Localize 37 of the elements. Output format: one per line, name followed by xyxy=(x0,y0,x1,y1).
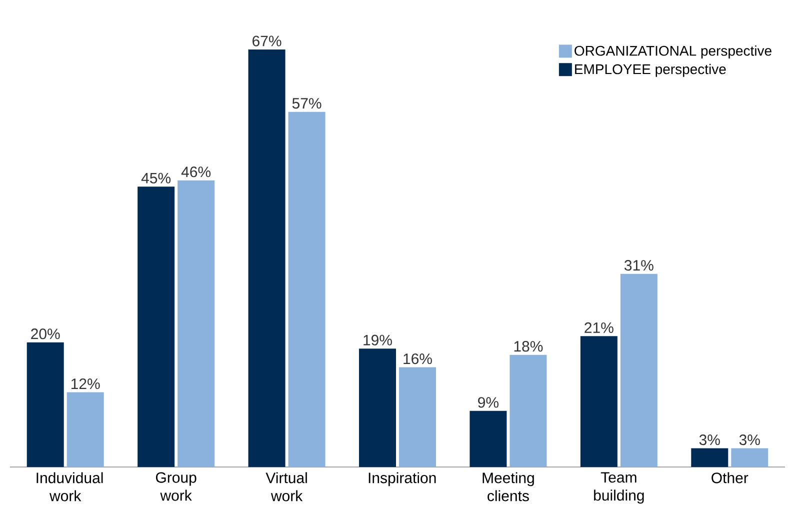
data-label: 16% xyxy=(404,353,432,364)
bar xyxy=(470,410,507,467)
bar xyxy=(510,354,547,467)
data-label: 45% xyxy=(141,172,171,184)
data-label: 21% xyxy=(584,322,614,333)
data-label: 19% xyxy=(364,334,392,346)
x-tick-label: Other xyxy=(712,472,748,484)
bar xyxy=(359,348,396,467)
x-tick-label: Induvidual work xyxy=(36,472,103,502)
x-tick-label: Meeting clients xyxy=(482,472,534,502)
data-label: 31% xyxy=(624,260,654,271)
data-label: 18% xyxy=(514,341,543,352)
data-label: 3% xyxy=(739,434,760,446)
bar xyxy=(288,112,326,467)
data-label: 9% xyxy=(478,397,499,408)
bar xyxy=(26,342,64,467)
x-tick-label: Virtual work xyxy=(266,472,307,502)
data-label: 12% xyxy=(71,378,100,390)
bar xyxy=(620,274,658,467)
x-tick-label: Group work xyxy=(156,472,196,501)
data-label: 57% xyxy=(292,98,322,109)
legend-label: EMPLOYEE perspective xyxy=(575,64,726,77)
bar xyxy=(691,448,728,467)
data-label: 67% xyxy=(252,36,282,46)
bar xyxy=(178,180,215,467)
bar xyxy=(731,448,768,467)
x-tick-label: Inspiration xyxy=(368,472,436,486)
x-tick-label: Team building xyxy=(594,472,644,504)
bar xyxy=(580,336,618,467)
legend-label: ORGANIZATIONAL perspective xyxy=(574,45,772,59)
data-label: 46% xyxy=(181,166,211,178)
data-label: 3% xyxy=(699,434,720,446)
bar xyxy=(138,186,175,467)
bar xyxy=(248,50,286,467)
data-label: 20% xyxy=(31,328,60,340)
bar xyxy=(66,392,104,467)
bar xyxy=(399,367,436,467)
